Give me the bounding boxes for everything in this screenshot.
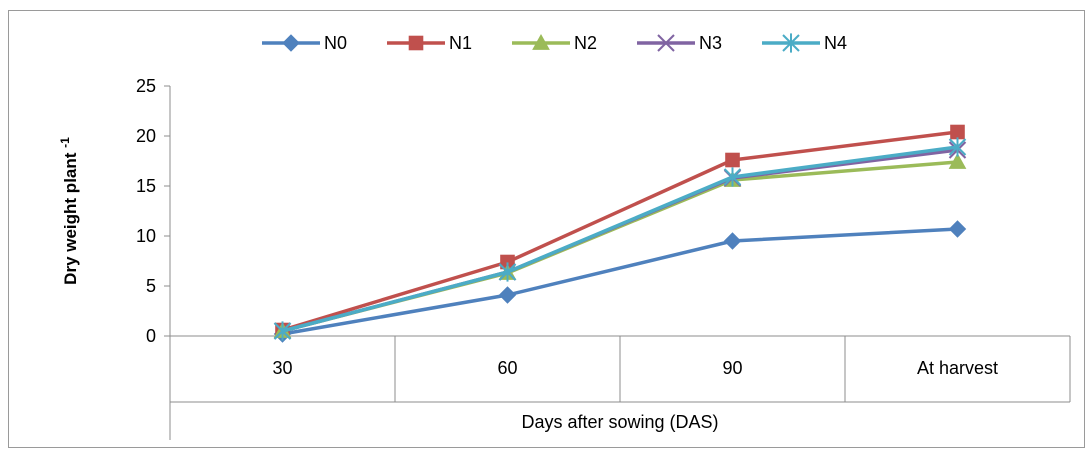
series-line-n0: [282, 227, 958, 336]
data-point-n0: [498, 286, 517, 304]
y-tick-label: 20: [136, 126, 156, 146]
legend-label: N1: [449, 33, 472, 53]
series-n2: [273, 152, 967, 338]
y-tick-label: 0: [146, 326, 156, 346]
x-tick-label: 30: [272, 358, 292, 378]
data-point-n4: [273, 321, 292, 341]
legend-label: N3: [699, 33, 722, 53]
y-axis-title-text: Dry weight plant: [61, 152, 80, 285]
data-point-n4: [723, 167, 742, 187]
legend-item-n3: N3: [637, 33, 722, 53]
legend-label: N2: [574, 33, 597, 53]
series-line-n4: [282, 145, 958, 333]
legend-label: N4: [824, 33, 847, 53]
data-point-n2: [948, 152, 967, 169]
data-point-n4: [498, 262, 517, 282]
x-tick-label: 60: [497, 358, 517, 378]
legend-item-n1: N1: [387, 33, 472, 53]
data-point-n1: [725, 152, 740, 168]
data-point-n4: [948, 137, 967, 157]
data-point-n0: [948, 220, 967, 238]
data-point-n0: [723, 232, 742, 250]
series-n4: [273, 137, 967, 341]
x-tick-label: At harvest: [917, 358, 998, 378]
legend-item-n2: N2: [512, 33, 597, 53]
legend-item-n0: N0: [262, 33, 347, 53]
y-tick-label: 5: [146, 276, 156, 296]
series-n0: [273, 220, 967, 343]
series-layer: [273, 124, 967, 343]
legend-label: N0: [324, 33, 347, 53]
chart-frame: [8, 10, 1085, 448]
data-point-n1: [950, 124, 965, 140]
x-tick-label: 90: [722, 358, 742, 378]
legend-marker: [408, 35, 424, 51]
y-tick-label: 10: [136, 226, 156, 246]
axes: 0 5 10 15 20 25 30 60 90 At harvest: [136, 76, 1071, 440]
legend-marker: [657, 34, 675, 52]
y-axis-title-superscript: -1: [58, 137, 72, 148]
legend-marker: [282, 34, 300, 52]
legend-item-n4: N4: [762, 33, 847, 53]
y-axis-title: Dry weight plant -1: [58, 137, 80, 285]
legend-marker: [782, 33, 800, 53]
series-line-n1: [281, 130, 958, 332]
legend-marker: [532, 33, 550, 50]
x-axis-title: Days after sowing (DAS): [521, 412, 718, 432]
legend: N0 N1 N2 N3 N4: [262, 33, 847, 53]
y-tick-label: 15: [136, 176, 156, 196]
y-tick-label: 25: [136, 76, 156, 96]
series-n3: [273, 141, 967, 340]
